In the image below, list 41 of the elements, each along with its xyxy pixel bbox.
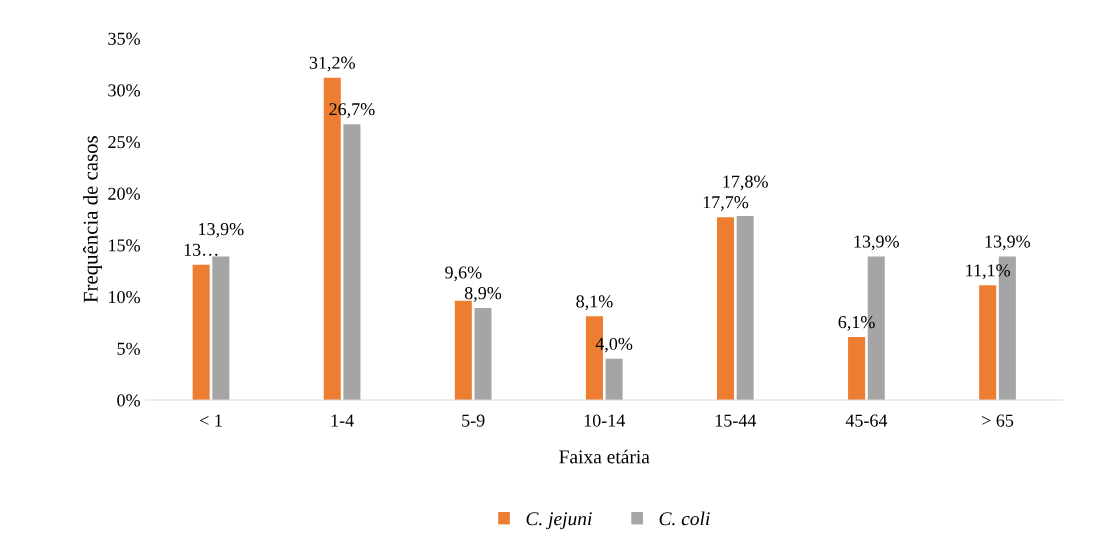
- y-tick-label: 25%: [108, 135, 140, 149]
- data-label: 13…: [184, 243, 218, 256]
- y-tick-label: 10%: [109, 290, 140, 304]
- legend-label: C. jejuni: [526, 512, 592, 530]
- data-label: 8,9%: [464, 287, 502, 302]
- x-tick-label: 45-64: [845, 414, 888, 427]
- legend-label: C. coli: [659, 511, 710, 526]
- bar: [454, 300, 472, 401]
- x-tick-label: 1-4: [331, 414, 354, 427]
- bar: [474, 308, 492, 401]
- bar: [605, 358, 623, 401]
- bar: [212, 256, 230, 401]
- bar: [848, 337, 866, 401]
- y-tick-label: 30%: [108, 84, 140, 97]
- x-tick-label: < 1: [200, 414, 222, 427]
- y-tick-label: 20%: [108, 187, 140, 200]
- y-axis-title: Frequência de casos: [83, 136, 102, 303]
- x-tick-label: 5-9: [462, 414, 485, 427]
- bar: [343, 124, 361, 401]
- data-label: 6,1%: [838, 315, 875, 331]
- y-tick-label: 0%: [117, 394, 140, 407]
- data-label: 8,1%: [576, 295, 613, 311]
- bar: [192, 264, 210, 401]
- data-label: 13,9%: [854, 235, 899, 251]
- x-tick-label: 10-14: [584, 414, 626, 427]
- data-label: 31,2%: [309, 56, 355, 72]
- y-tick-label: 15%: [109, 239, 140, 252]
- x-tick-label: > 65: [982, 414, 1014, 427]
- bar: [979, 285, 997, 401]
- bar: [736, 216, 754, 401]
- data-label: 11,1%: [966, 264, 1011, 280]
- y-tick-label: 5%: [117, 342, 140, 355]
- x-axis-title: Faixa etária: [559, 449, 650, 464]
- data-label: 13,9%: [985, 235, 1031, 251]
- data-label: 9,6%: [445, 266, 482, 282]
- data-label: 17,7%: [703, 196, 749, 211]
- data-label: 13,9%: [199, 222, 244, 238]
- bar: [716, 217, 735, 401]
- data-label: 17,8%: [723, 175, 768, 191]
- y-tick-label: 35%: [108, 32, 140, 45]
- x-tick-label: 15-44: [715, 414, 757, 427]
